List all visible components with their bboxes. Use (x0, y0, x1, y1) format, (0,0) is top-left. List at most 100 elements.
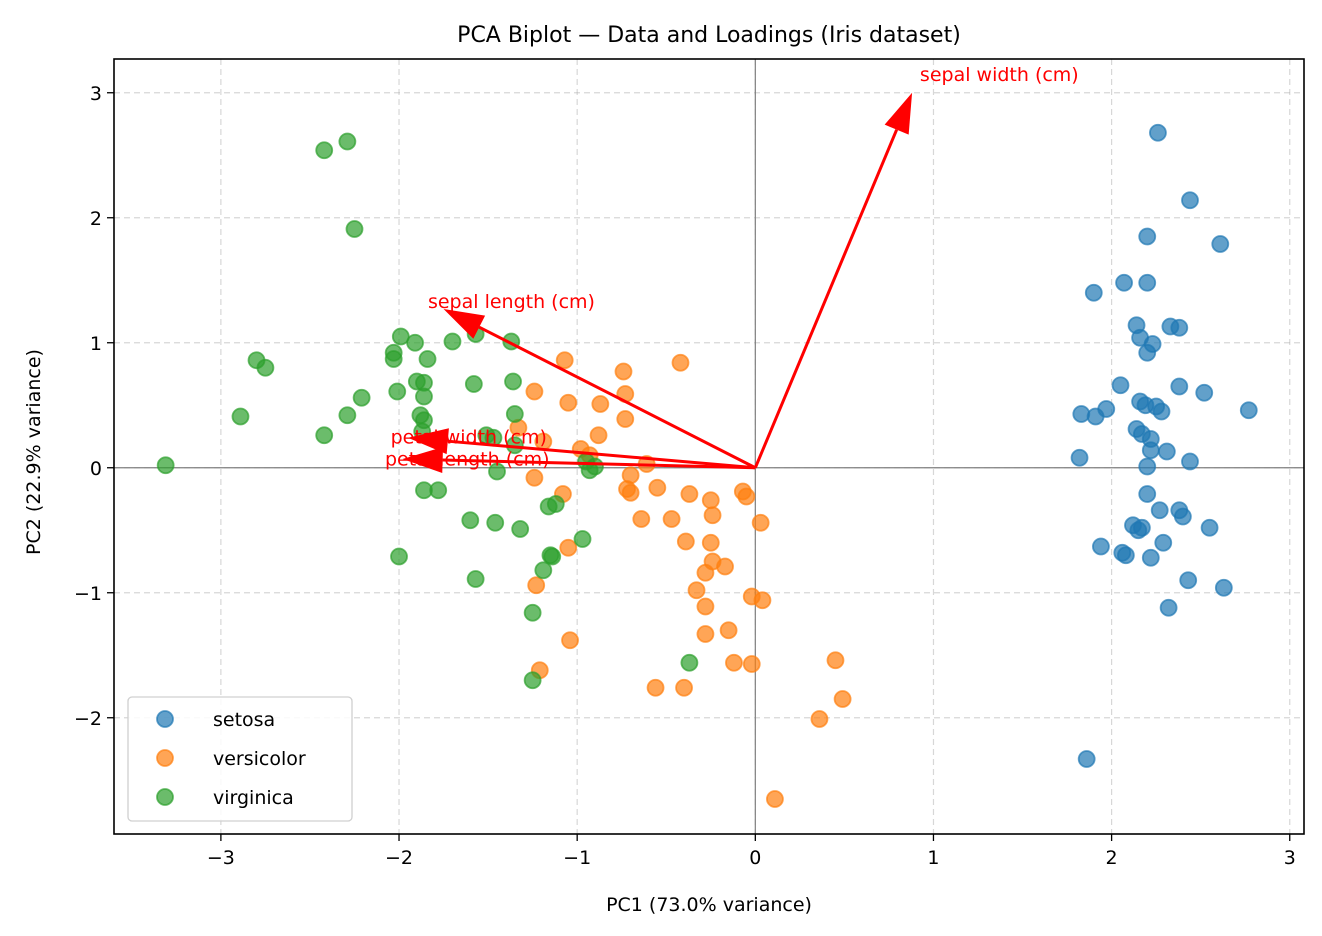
y-tick-label: 0 (90, 458, 102, 480)
setosa-point (1084, 283, 1103, 302)
legend-marker-virginica (156, 788, 174, 806)
setosa-point (1138, 485, 1157, 503)
virginica-point (543, 547, 562, 566)
loading-arrow-petal-length-cm-: petal length (cm) (385, 446, 756, 473)
arrow-head (443, 309, 486, 339)
axis-ticks: −3 −2 −1 0 1 2 3 −2 −1 0 1 2 3 (74, 83, 1296, 869)
data-points (156, 123, 1258, 808)
legend-marker-setosa (156, 710, 174, 728)
virginica-point (352, 388, 371, 407)
virginica-point (418, 350, 437, 368)
arrow-shaft (447, 439, 756, 470)
setosa-point (1152, 402, 1171, 421)
versicolor-point (621, 483, 640, 502)
virginica-point (256, 358, 275, 377)
versicolor-point (719, 621, 738, 640)
legend-label-versicolor: versicolor (213, 748, 306, 770)
virginica-point (573, 530, 592, 548)
virginica-point (406, 333, 424, 352)
x-tick-label: 2 (1106, 847, 1118, 869)
arrow-shaft (442, 458, 756, 470)
versicolor-point (737, 487, 756, 506)
versicolor-point (766, 790, 784, 808)
virginica-point (504, 372, 522, 391)
versicolor-point (591, 395, 610, 413)
setosa-point (1149, 123, 1167, 142)
x-tick-label: −2 (385, 847, 413, 869)
setosa-point (1170, 318, 1189, 337)
versicolor-point (632, 510, 651, 528)
setosa-point (1181, 452, 1199, 471)
versicolor-point (696, 597, 715, 616)
virginica-point (443, 332, 462, 351)
x-axis-label: PC1 (73.0% variance) (606, 894, 812, 916)
virginica-point (315, 426, 334, 445)
virginica-point (345, 220, 364, 238)
y-tick-label: 1 (90, 333, 102, 355)
arrow-head (407, 428, 449, 455)
virginica-point (390, 547, 408, 566)
versicolor-point (559, 538, 578, 557)
setosa-point (1239, 401, 1258, 420)
versicolor-point (662, 510, 681, 528)
virginica-point (388, 382, 407, 401)
loading-arrow-sepal-length-cm-: sepal length (cm) (428, 291, 756, 470)
y-axis-label: PC2 (22.9% variance) (23, 349, 45, 555)
setosa-point (1211, 235, 1230, 253)
versicolor-point (555, 351, 574, 370)
x-tick-label: 1 (927, 847, 939, 869)
versicolor-point (833, 690, 852, 708)
versicolor-point (648, 478, 667, 497)
legend-label-virginica: virginica (213, 787, 294, 809)
virginica-point (315, 141, 334, 160)
y-tick-label: −1 (74, 583, 102, 605)
virginica-point (466, 570, 485, 588)
loading-label: petal width (cm) (391, 426, 547, 448)
setosa-point (1154, 533, 1173, 552)
versicolor-point (742, 655, 761, 673)
setosa-point (1141, 441, 1160, 460)
setosa-point (1214, 578, 1233, 597)
x-tick-label: −3 (207, 847, 235, 869)
versicolor-point (753, 591, 772, 610)
setosa-point (1159, 598, 1178, 617)
setosa-point (1195, 383, 1214, 402)
versicolor-point (696, 563, 715, 582)
versicolor-point (646, 678, 665, 697)
arrow-head (402, 446, 443, 473)
versicolor-point (701, 533, 720, 552)
virginica-point (429, 481, 448, 500)
setosa-point (1157, 442, 1176, 461)
setosa-point (1141, 548, 1160, 567)
versicolor-point (525, 468, 544, 487)
setosa-point (1150, 501, 1169, 520)
setosa-point (1111, 376, 1130, 395)
setosa-point (1170, 377, 1189, 396)
arrow-shaft (753, 129, 899, 469)
x-tick-label: −1 (563, 847, 591, 869)
versicolor-point (616, 410, 635, 428)
loading-label: sepal length (cm) (428, 291, 595, 313)
virginica-point (461, 511, 480, 530)
versicolor-point (676, 532, 695, 551)
setosa-point (1070, 448, 1089, 467)
setosa-point (1138, 273, 1157, 292)
versicolor-point (701, 491, 720, 510)
virginica-point (338, 132, 357, 151)
chart-title: PCA Biplot — Data and Loadings (Iris dat… (457, 23, 961, 48)
legend-marker-versicolor (156, 749, 174, 767)
setosa-point (1138, 343, 1157, 362)
setosa-point (1116, 546, 1135, 565)
setosa-point (1077, 750, 1096, 768)
virginica-point (534, 561, 553, 580)
virginica-point (231, 407, 250, 426)
legend: setosa versicolor virginica (127, 696, 353, 822)
arrow-head (884, 92, 913, 135)
setosa-point (1138, 227, 1157, 246)
virginica-point (680, 653, 699, 672)
virginica-point (546, 495, 565, 513)
setosa-point (1097, 400, 1116, 418)
loading-label: sepal width (cm) (920, 64, 1079, 86)
versicolor-point (716, 557, 734, 576)
